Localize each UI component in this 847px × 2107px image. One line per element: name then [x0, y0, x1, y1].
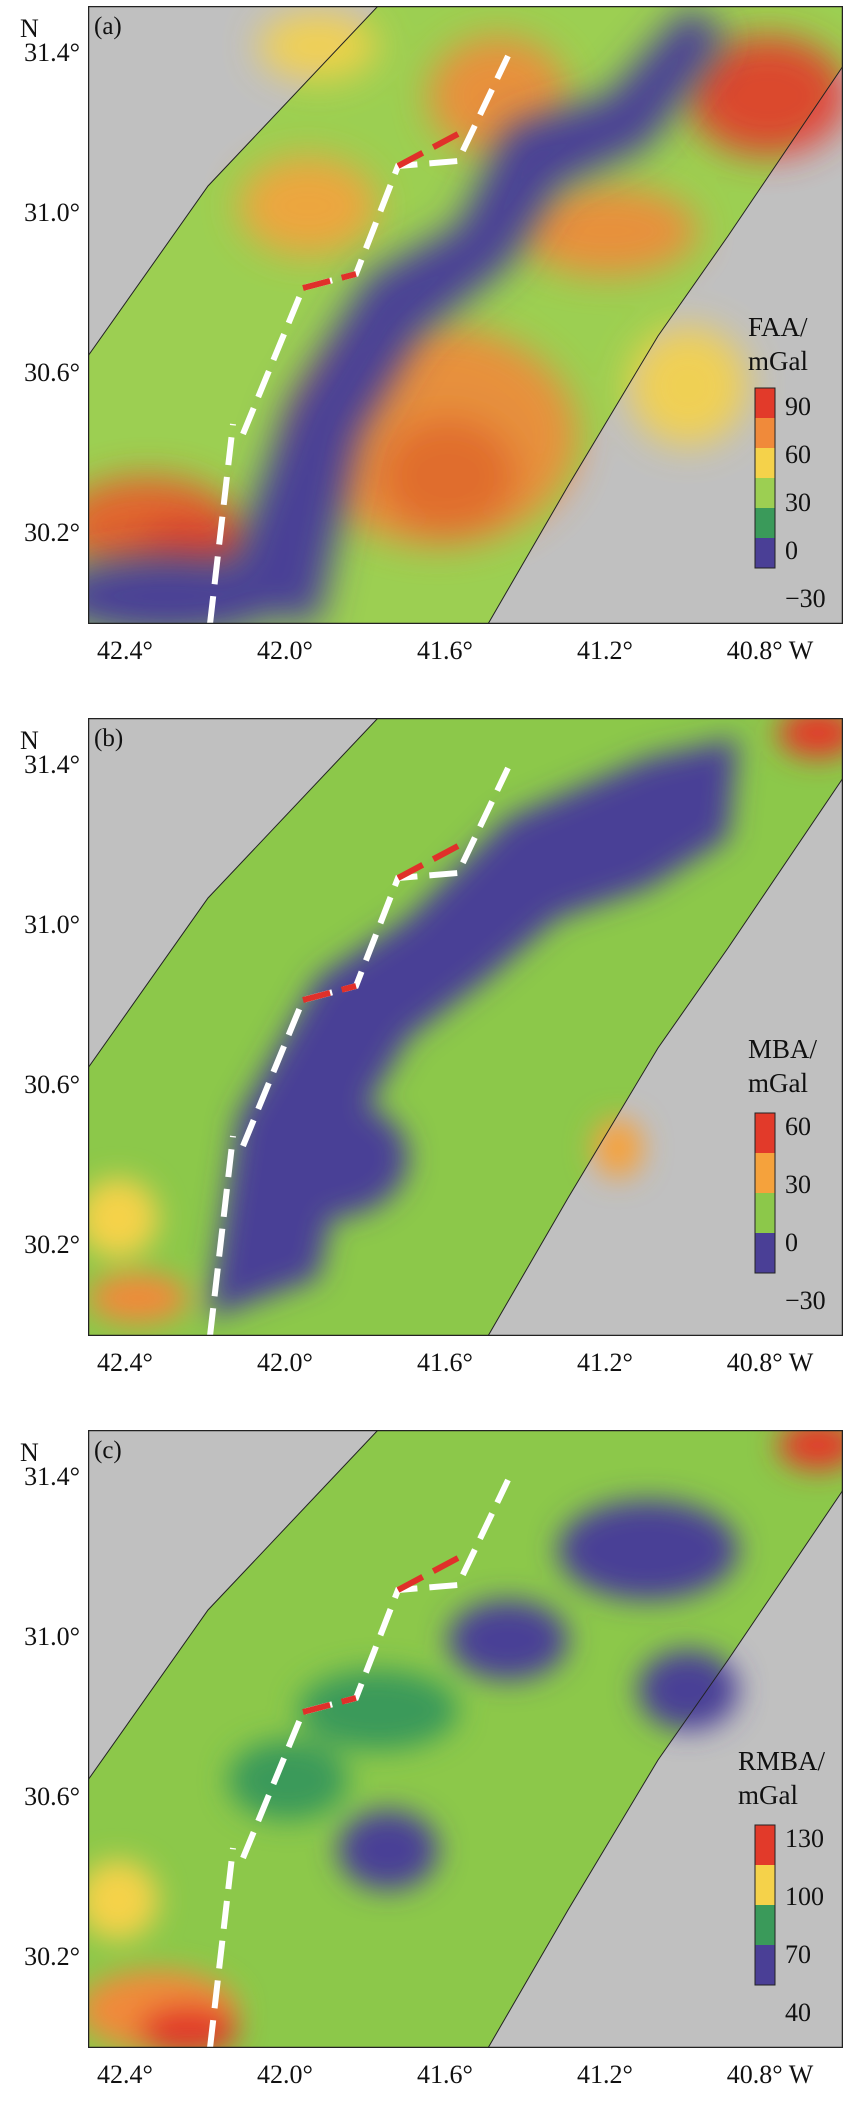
- colorbar-tick: 60: [785, 440, 811, 469]
- lat-tick: 31.0°: [24, 910, 80, 939]
- colorbar-title: RMBA/mGal: [738, 1746, 826, 1810]
- lon-tick: 41.6°: [417, 636, 473, 665]
- panel-tag: (c): [94, 1437, 122, 1464]
- colorbar-tick: 60: [785, 1112, 811, 1141]
- colorbar-tick: 0: [785, 1228, 798, 1257]
- colorbar-tick: 30: [785, 488, 811, 517]
- panel-a: N: [0, 0, 847, 700]
- panel-b: N: [0, 712, 847, 1412]
- lat-tick: 30.6°: [24, 358, 80, 387]
- lon-tick: 42.4°: [97, 636, 153, 665]
- north-label: N: [20, 1438, 39, 1467]
- faa-map: [88, 6, 843, 624]
- colorbar-tick: 0: [785, 536, 798, 565]
- colorbar-tick: 90: [785, 392, 811, 421]
- ridge-axis: [207, 1478, 511, 2048]
- mba-map: [88, 718, 843, 1336]
- lat-tick: 30.2°: [24, 518, 80, 547]
- lat-tick: 30.6°: [24, 1782, 80, 1811]
- mba-colorbar: [754, 1112, 776, 1274]
- colorbar-title: FAA/mGal: [748, 312, 808, 376]
- lon-tick: 41.2°: [577, 636, 633, 665]
- colorbar-tick: 30: [785, 1170, 811, 1199]
- north-label: N: [20, 14, 39, 43]
- lon-tick: 40.8° W: [726, 636, 814, 665]
- lat-tick: 31.4°: [24, 1462, 80, 1491]
- colorbar-tick: 130: [785, 1824, 824, 1853]
- colorbar-tick: −30: [785, 1286, 826, 1315]
- rmba-map: [88, 1430, 843, 2048]
- ridge-trough: [218, 6, 728, 624]
- panel-c: N: [0, 1424, 847, 2107]
- lon-tick: 41.6°: [417, 1348, 473, 1377]
- colorbar-tick: 100: [785, 1882, 824, 1911]
- lon-tick: 41.6°: [417, 2060, 473, 2089]
- lat-tick: 30.6°: [24, 1070, 80, 1099]
- colorbar-tick: −30: [785, 584, 826, 613]
- lon-tick: 42.0°: [257, 1348, 313, 1377]
- lon-tick: 41.2°: [577, 2060, 633, 2089]
- faa-colorbar: [754, 387, 776, 569]
- panel-tag: (b): [94, 725, 124, 752]
- lat-tick: 31.4°: [24, 38, 80, 67]
- lat-tick: 31.0°: [24, 1622, 80, 1651]
- panel-tag: (a): [94, 13, 122, 40]
- lon-tick: 42.0°: [257, 636, 313, 665]
- lon-tick: 40.8° W: [726, 2060, 814, 2089]
- colorbar-title: MBA/mGal: [748, 1034, 818, 1098]
- lat-tick: 30.2°: [24, 1942, 80, 1971]
- lon-tick: 42.4°: [97, 1348, 153, 1377]
- north-label: N: [20, 726, 39, 755]
- lon-tick: 41.2°: [577, 1348, 633, 1377]
- lat-tick: 31.0°: [24, 198, 80, 227]
- colorbar-tick: 70: [785, 1940, 811, 1969]
- lat-tick: 31.4°: [24, 750, 80, 779]
- rmba-colorbar: [754, 1824, 776, 1986]
- lat-tick: 30.2°: [24, 1230, 80, 1259]
- lon-tick: 40.8° W: [726, 1348, 814, 1377]
- colorbar-tick: 40: [785, 1998, 811, 2027]
- lon-tick: 42.4°: [97, 2060, 153, 2089]
- ridge-axis: [207, 54, 511, 624]
- ridge-axis: [207, 766, 511, 1336]
- lon-tick: 42.0°: [257, 2060, 313, 2089]
